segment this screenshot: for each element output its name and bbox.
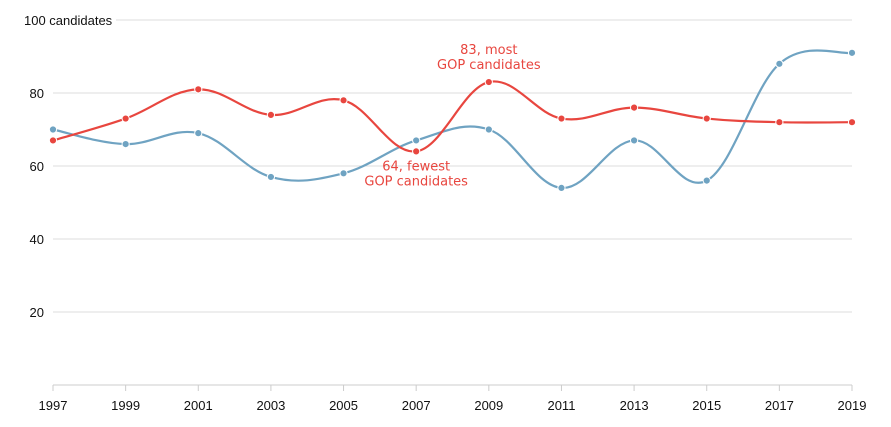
data-point-gop [484, 77, 493, 87]
x-tick-label: 2011 [547, 398, 575, 413]
data-point-gop [702, 114, 711, 123]
annotation-label: 64, fewest [382, 159, 450, 174]
x-tick-label: 2009 [474, 398, 503, 413]
data-point-gop [775, 118, 784, 127]
data-point-gop [194, 85, 203, 94]
data-point-gop [339, 96, 348, 105]
data-point-gop [412, 147, 421, 156]
x-tick-label: 2001 [184, 398, 213, 413]
data-point-blue [629, 136, 639, 145]
data-point-blue [266, 172, 276, 182]
data-point-gop [629, 103, 639, 112]
y-tick-label: 40 [30, 232, 44, 247]
annotation-label: 83, most [460, 43, 517, 58]
data-point-gop [121, 114, 130, 123]
data-point-blue [847, 48, 857, 57]
x-tick-label: 1999 [111, 398, 140, 413]
data-point-gop [847, 118, 857, 127]
data-point-blue [702, 176, 711, 185]
data-point-gop [266, 110, 276, 120]
x-tick-label: 2013 [620, 398, 649, 413]
annotation-label: GOP candidates [364, 174, 468, 189]
data-point-blue [48, 125, 58, 134]
x-tick-label: 2005 [329, 398, 358, 413]
data-point-blue [194, 129, 203, 138]
series-line-gop [52, 80, 853, 153]
data-point-blue [775, 59, 784, 68]
data-point-blue [557, 183, 566, 192]
data-point-blue [339, 169, 348, 178]
data-point-gop [557, 114, 566, 123]
y-tick-label: 20 [30, 305, 44, 320]
y-tick-label: 100 candidates [24, 13, 113, 28]
data-point-gop [48, 136, 58, 145]
x-tick-label: 2007 [402, 398, 431, 413]
x-tick-label: 2003 [256, 398, 285, 413]
y-tick-label: 60 [30, 159, 44, 174]
x-tick-label: 1997 [39, 398, 68, 413]
x-tick-label: 2019 [838, 398, 867, 413]
data-point-blue [121, 140, 130, 149]
y-tick-label: 80 [30, 86, 44, 101]
x-tick-label: 2017 [765, 398, 794, 413]
data-point-blue [484, 125, 493, 134]
x-tick-label: 2015 [692, 398, 721, 413]
annotation-label: GOP candidates [437, 58, 541, 73]
data-point-blue [412, 136, 421, 145]
